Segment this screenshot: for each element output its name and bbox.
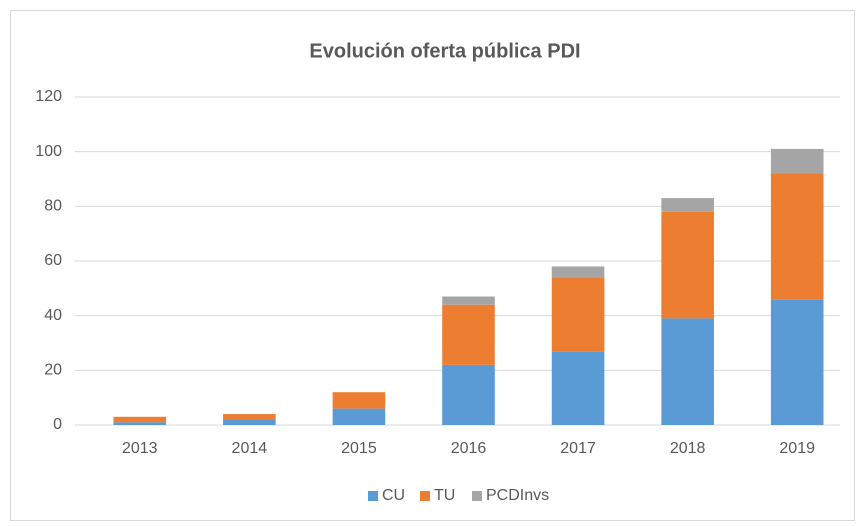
- y-tick-label: 60: [44, 252, 62, 269]
- bar-segment: [442, 296, 495, 305]
- x-tick-label: 2018: [670, 440, 706, 457]
- y-tick-label: 80: [44, 198, 62, 215]
- legend-swatch: [368, 491, 378, 501]
- bar-segment: [442, 304, 495, 365]
- bar-segment: [113, 416, 167, 423]
- y-tick-label: 100: [35, 143, 62, 160]
- x-tick-label: 2015: [341, 440, 377, 457]
- bar-segment: [223, 414, 276, 420]
- bar-segment: [661, 211, 714, 319]
- x-tick-label: 2017: [560, 440, 596, 457]
- bar-segment: [223, 419, 276, 425]
- legend-label: PCDInvs: [486, 487, 549, 504]
- legend-label: CU: [382, 487, 405, 504]
- bar-segment: [332, 392, 386, 409]
- legend-label: TU: [434, 487, 455, 504]
- bar-segment: [551, 351, 605, 425]
- bar-segment: [770, 148, 824, 174]
- y-tick-label: 20: [44, 362, 62, 379]
- bar-segment: [442, 364, 495, 425]
- bar-segment: [551, 266, 605, 278]
- chart-title: Evolución oferta pública PDI: [309, 40, 580, 62]
- bar-segment: [551, 277, 605, 352]
- bar-segment: [332, 408, 386, 425]
- bar-segment: [770, 173, 824, 300]
- y-tick-label: 0: [53, 416, 62, 433]
- bar-segment: [661, 198, 714, 212]
- bar-segment: [770, 299, 824, 425]
- x-tick-label: 2013: [122, 440, 158, 457]
- legend-swatch: [472, 491, 482, 501]
- bar-segment: [661, 318, 714, 425]
- bar-segment: [113, 422, 167, 425]
- x-tick-label: 2019: [779, 440, 815, 457]
- y-tick-label: 40: [44, 307, 62, 324]
- legend-swatch: [420, 491, 430, 501]
- x-tick-label: 2016: [451, 440, 487, 457]
- x-tick-label: 2014: [232, 440, 268, 457]
- y-tick-label: 120: [35, 88, 62, 105]
